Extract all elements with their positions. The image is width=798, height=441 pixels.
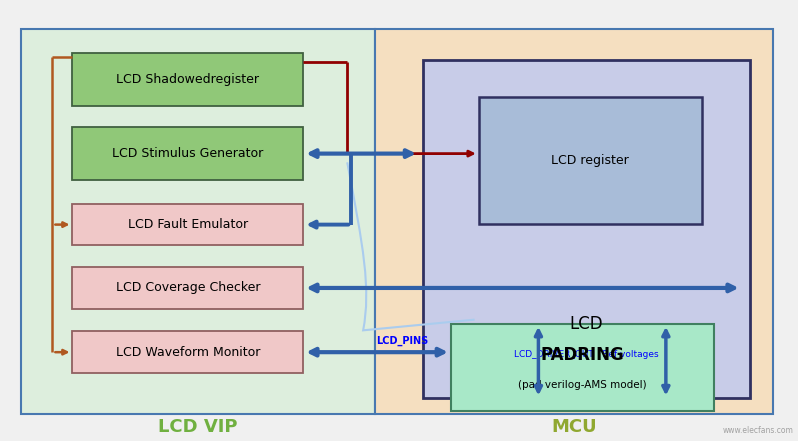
Bar [451, 324, 713, 411]
Text: LCD Fault Emulator: LCD Fault Emulator [128, 218, 248, 231]
Text: LCD Shadowedregister: LCD Shadowedregister [117, 73, 259, 86]
Text: LCD: LCD [570, 315, 603, 333]
Bar [375, 29, 773, 414]
Text: MCU: MCU [551, 418, 597, 436]
Text: LCD Waveform Monitor: LCD Waveform Monitor [116, 346, 260, 359]
Bar [73, 53, 303, 105]
Text: LCD Coverage Checker: LCD Coverage Checker [116, 281, 260, 295]
Bar [73, 204, 303, 245]
Bar [73, 267, 303, 309]
Text: PADRING: PADRING [540, 346, 624, 363]
Bar [479, 97, 701, 224]
Bar [423, 60, 749, 398]
Bar [21, 29, 375, 414]
Text: LCD VIP: LCD VIP [158, 418, 238, 436]
Text: (pad verilog-AMS model): (pad verilog-AMS model) [518, 380, 646, 390]
Text: LCD register: LCD register [551, 153, 629, 167]
Text: LCD_PINS: LCD_PINS [376, 336, 429, 346]
Bar [73, 127, 303, 180]
Text: LCD Stimulus Generator: LCD Stimulus Generator [113, 147, 263, 160]
Bar [73, 332, 303, 373]
Text: LCD_DRIVER_OUT   Ref voltages: LCD_DRIVER_OUT Ref voltages [514, 350, 658, 359]
Text: www.elecfans.com: www.elecfans.com [722, 426, 793, 435]
